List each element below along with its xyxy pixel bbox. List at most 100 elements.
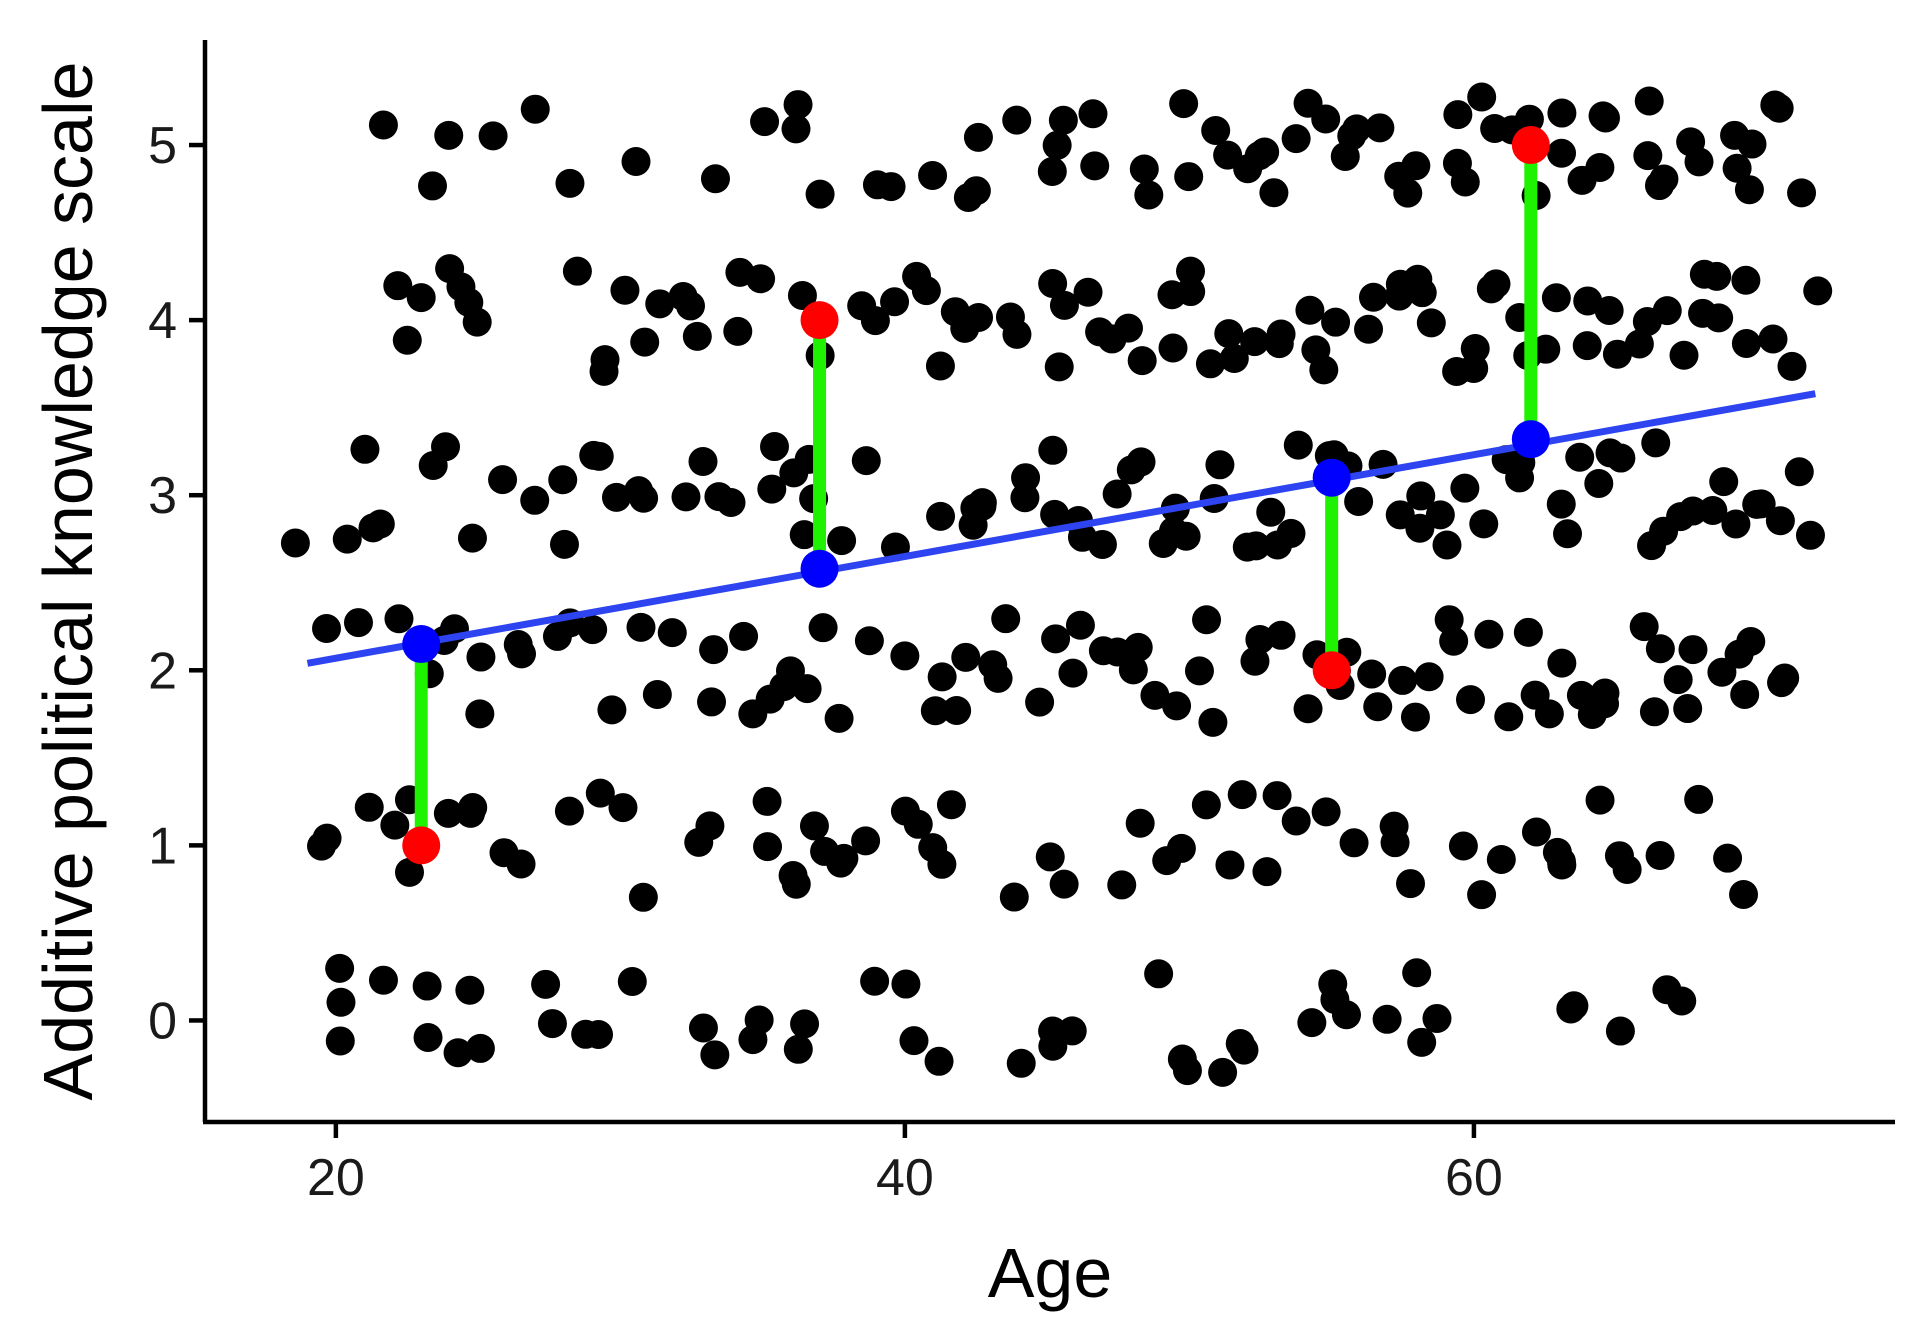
data-point [1116, 455, 1146, 485]
data-point [610, 275, 640, 305]
data-point [790, 1009, 820, 1039]
data-point [1531, 334, 1561, 364]
data-point [961, 176, 991, 206]
data-point [1073, 277, 1103, 307]
data-point [967, 491, 997, 521]
data-point [1521, 817, 1551, 847]
data-point [891, 969, 921, 999]
data-point [1721, 509, 1751, 539]
data-point [851, 826, 881, 856]
data-point [1169, 89, 1199, 119]
data-point [700, 1040, 730, 1070]
data-point [1129, 154, 1159, 184]
y-tick-label: 4 [148, 292, 177, 350]
data-point [1505, 463, 1535, 493]
data-point [1042, 130, 1072, 160]
data-point [1730, 679, 1760, 709]
fitted-point [1312, 458, 1351, 497]
observed-point [402, 826, 441, 865]
data-point [783, 1034, 813, 1064]
data-point [1450, 473, 1480, 503]
data-point [394, 857, 424, 887]
data-point [434, 120, 464, 150]
data-point [1085, 317, 1115, 347]
data-point [1547, 138, 1577, 168]
data-point [1281, 124, 1311, 154]
y-axis-title: Additive political knowledge scale [29, 62, 107, 1101]
data-point [413, 1022, 443, 1052]
data-point [826, 848, 856, 878]
data-point [1541, 283, 1571, 313]
data-point [1393, 178, 1423, 208]
data-point [964, 303, 994, 333]
y-tick-label: 5 [148, 117, 177, 175]
data-point [325, 1026, 355, 1056]
data-point [1764, 93, 1794, 123]
tick-marks [189, 142, 1477, 1138]
data-point [697, 687, 727, 717]
data-point [1078, 99, 1108, 129]
data-point [1125, 808, 1155, 838]
data-point [1011, 463, 1041, 493]
x-tick-label: 40 [876, 1149, 934, 1207]
data-point [827, 526, 857, 556]
data-point [890, 641, 920, 671]
data-point [1633, 141, 1663, 171]
data-point [1134, 180, 1164, 210]
data-point [549, 529, 579, 559]
data-point [1002, 105, 1032, 135]
fitted-point [1511, 420, 1550, 459]
data-point [1262, 781, 1292, 811]
data-point [630, 327, 660, 357]
data-point [555, 168, 585, 198]
data-point [1065, 610, 1095, 640]
data-point [406, 283, 436, 313]
data-point [1195, 349, 1225, 379]
data-point [1566, 680, 1596, 710]
data-point [911, 276, 941, 306]
data-point [1241, 531, 1271, 561]
data-point [851, 446, 881, 476]
data-point [1585, 785, 1615, 815]
data-point [1057, 1016, 1087, 1046]
data-point [325, 953, 355, 983]
data-point [1311, 797, 1341, 827]
x-axis-title: Age [988, 1234, 1113, 1312]
data-point [350, 434, 380, 464]
data-point [1176, 256, 1206, 286]
data-point [1049, 290, 1079, 320]
data-point [431, 432, 461, 462]
data-point [629, 483, 659, 513]
data-point [1649, 164, 1679, 194]
data-point [757, 474, 787, 504]
data-point [1734, 175, 1764, 205]
data-point [1038, 435, 1068, 465]
data-point [312, 613, 342, 643]
data-point [1357, 659, 1387, 689]
data-point [642, 680, 672, 710]
data-point [657, 618, 687, 648]
data-point [1176, 277, 1206, 307]
data-point [1321, 307, 1351, 337]
data-point [792, 674, 822, 704]
data-point [368, 965, 398, 995]
data-point [1118, 655, 1148, 685]
data-point [1041, 624, 1071, 654]
axes [202, 40, 1895, 1125]
data-point [1634, 86, 1664, 116]
data-point [1684, 784, 1714, 814]
data-point [380, 810, 410, 840]
data-point [1795, 520, 1825, 550]
data-point [462, 307, 492, 337]
data-point [1140, 680, 1170, 710]
data-point [688, 1013, 718, 1043]
data-point [1443, 100, 1473, 130]
data-point [383, 271, 413, 301]
data-point [1344, 487, 1374, 517]
data-point [1448, 831, 1478, 861]
data-point [744, 1005, 774, 1035]
fitted-point [800, 549, 839, 588]
data-point [1639, 697, 1669, 727]
data-point [991, 604, 1021, 634]
